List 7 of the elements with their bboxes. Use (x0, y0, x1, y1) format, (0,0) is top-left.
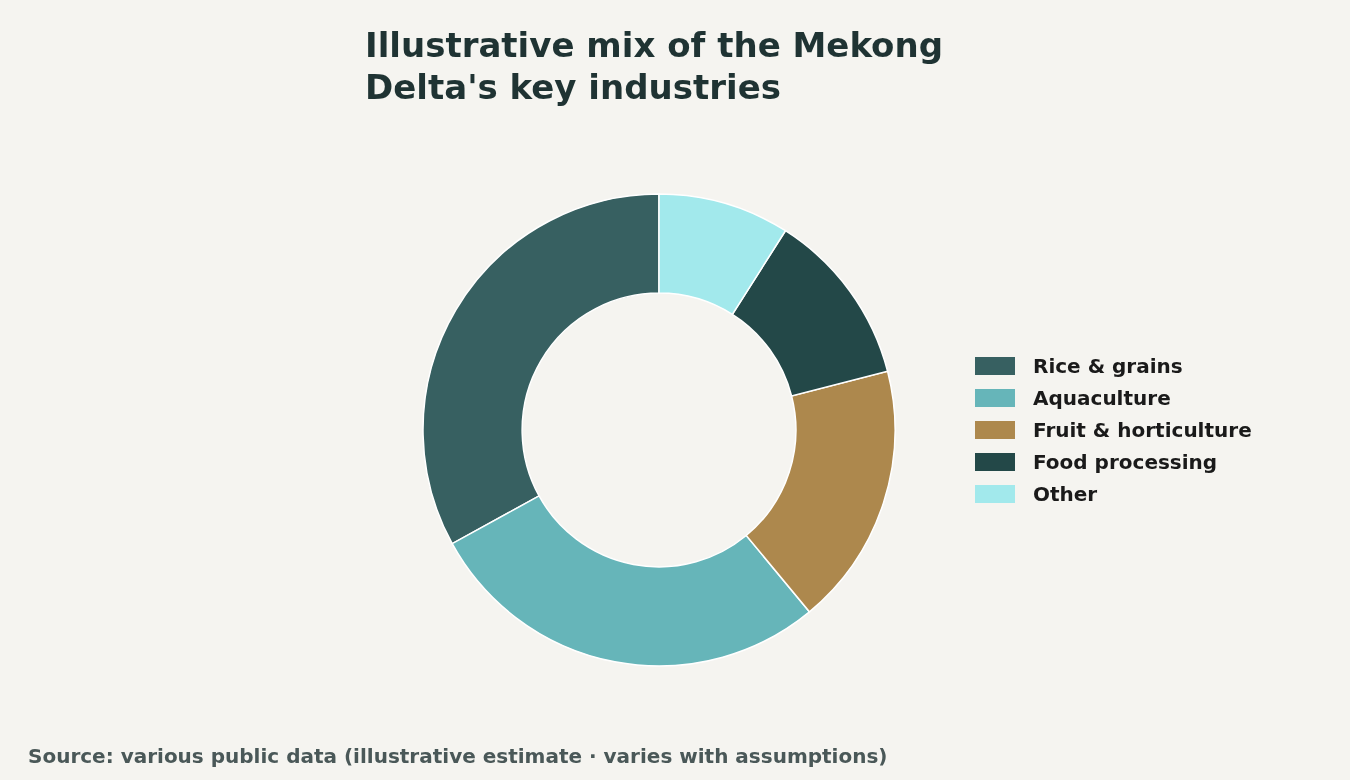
legend-label: Rice & grains (1033, 354, 1183, 378)
chart-title: Illustrative mix of the Mekong Delta's key industries (365, 25, 944, 107)
legend-label: Food processing (1033, 450, 1218, 474)
source-note: Source: various public data (illustrative estimate · varies with assumptions) (28, 744, 888, 768)
legend-label: Aquaculture (1033, 386, 1171, 410)
legend-label: Fruit & horticulture (1033, 418, 1252, 442)
legend-label: Other (1033, 482, 1098, 506)
